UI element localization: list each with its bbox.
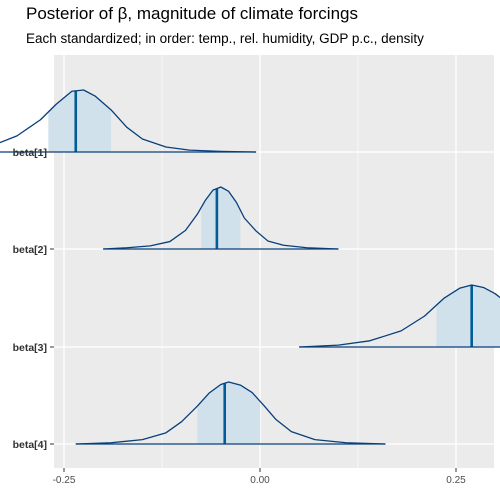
density-outline	[103, 186, 339, 250]
interval-area	[436, 285, 500, 347]
chart-subtitle: Each standardized; in order: temp., rel.…	[26, 31, 424, 46]
density-outline	[0, 89, 257, 153]
y-tick-label: beta[1]	[13, 147, 47, 159]
interval-area	[201, 187, 241, 249]
y-tick-label: beta[3]	[13, 342, 47, 354]
y-tick-label: beta[2]	[13, 244, 47, 256]
density-outline	[299, 284, 500, 348]
ridge-beta2	[103, 186, 339, 250]
x-tick-label: -0.25	[53, 475, 76, 486]
density-outline	[75, 381, 386, 445]
y-axis: beta[1] beta[2] beta[3] beta[4]	[13, 147, 54, 451]
x-tick-label: 0.00	[250, 475, 270, 486]
chart-title: Posterior of β, magnitude of climate for…	[26, 4, 358, 23]
interval-area	[48, 90, 112, 152]
ridge-beta3	[299, 284, 500, 348]
plot-panel	[54, 55, 494, 468]
x-axis: -0.50-0.250.000.250.50	[53, 468, 466, 486]
ridge-beta1	[0, 89, 257, 153]
y-tick-label: beta[4]	[13, 439, 47, 451]
x-tick-label: 0.25	[446, 475, 466, 486]
ridge-beta4	[75, 381, 386, 445]
ridges	[0, 89, 500, 445]
interval-area	[197, 382, 260, 444]
